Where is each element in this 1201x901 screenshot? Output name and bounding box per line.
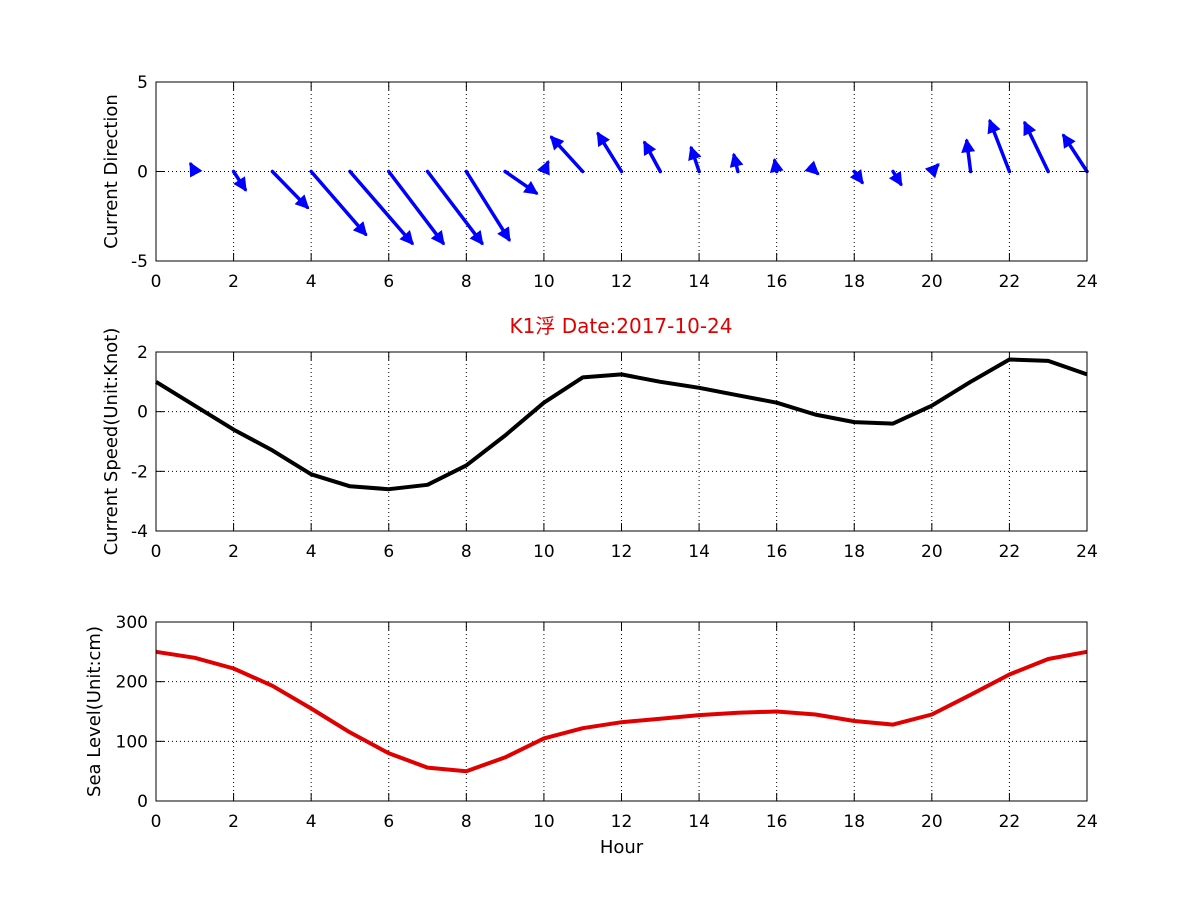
current-direction-arrow [961, 138, 976, 174]
current-speed-xtick-label: 14 [688, 542, 710, 562]
current-speed-xtick-label: 18 [843, 542, 865, 562]
current-direction-arrow [849, 169, 864, 185]
current-direction-arrow [503, 169, 539, 195]
current-direction-arrow [729, 152, 744, 174]
figure-title: K1浮 Date:2017-10-24 [510, 314, 733, 338]
current-speed-ytick-label: -4 [131, 522, 148, 542]
current-speed-xtick-label: 8 [461, 542, 472, 562]
current-direction-arrow [464, 169, 511, 242]
current-direction-ytick-label: 5 [137, 73, 148, 93]
current-direction-xtick-label: 20 [921, 272, 943, 292]
sea-level-xtick-label: 6 [383, 812, 394, 832]
sea-level-xtick-label: 10 [533, 812, 555, 832]
current-direction-arrow [231, 169, 247, 192]
sea-level-xtick-label: 4 [306, 812, 317, 832]
current-speed-xtick-label: 16 [766, 542, 788, 562]
current-direction-ylabel: Current Direction [101, 94, 122, 249]
sea-level-xtick-label: 16 [766, 812, 788, 832]
current-direction-xtick-label: 8 [461, 272, 472, 292]
current-direction-arrow [987, 118, 1012, 174]
current-direction-xtick-label: 16 [766, 272, 788, 292]
current-speed-xtick-label: 22 [999, 542, 1021, 562]
sea-level-xtick-label: 0 [151, 812, 162, 832]
current-direction-arrow [536, 159, 550, 176]
current-direction-arrow [1023, 120, 1050, 174]
current-direction-arrow [688, 145, 702, 174]
sea-level-xtick-label: 22 [999, 812, 1021, 832]
sea-level-xtick-label: 18 [843, 812, 865, 832]
sea-level-ytick-label: 0 [137, 792, 148, 812]
current-direction-arrow [549, 135, 585, 174]
current-speed-xtick-label: 10 [533, 542, 555, 562]
current-direction-arrows [189, 118, 1089, 246]
sea-level-xtick-label: 8 [461, 812, 472, 832]
current-direction-arrow [643, 140, 663, 174]
current-direction-xtick-label: 22 [999, 272, 1021, 292]
current-direction-ytick-label: 0 [137, 163, 148, 183]
sea-level-ytick-label: 300 [116, 613, 148, 633]
sea-level-ytick-label: 100 [116, 732, 148, 752]
current-direction-arrow [189, 161, 203, 178]
current-direction-arrow [924, 163, 940, 179]
sea-level-xtick-label: 14 [688, 812, 710, 832]
current-direction-xtick-label: 18 [843, 272, 865, 292]
current-speed-ytick-label: -2 [131, 462, 148, 482]
current-direction-xtick-label: 24 [1076, 272, 1098, 292]
current-speed-ytick-label: 2 [137, 343, 148, 363]
current-direction-xtick-label: 0 [151, 272, 162, 292]
current-direction-xtick-label: 10 [533, 272, 555, 292]
current-direction-arrow [1061, 133, 1089, 174]
current-direction-xtick-label: 4 [306, 272, 317, 292]
current-direction-ytick-label: -5 [131, 252, 148, 272]
sea-level-ylabel: Sea Level(Unit:cm) [84, 626, 105, 797]
current-direction-arrow [888, 169, 903, 187]
current-direction-xtick-label: 2 [228, 272, 239, 292]
current-direction-arrow [804, 160, 820, 176]
current-direction-xtick-label: 14 [688, 272, 710, 292]
current-speed-ylabel: Current Speed(Unit:Knot) [101, 328, 122, 556]
current-speed-xtick-label: 0 [151, 542, 162, 562]
sea-level-xtick-label: 24 [1076, 812, 1098, 832]
current-speed-xtick-label: 4 [306, 542, 317, 562]
sea-level-xtick-label: 2 [228, 812, 239, 832]
current-direction-arrow [596, 131, 624, 174]
sea-level-grid [156, 622, 1087, 801]
current-direction-xtick-label: 6 [383, 272, 394, 292]
current-speed-xtick-label: 6 [383, 542, 394, 562]
current-speed-xtick-label: 20 [921, 542, 943, 562]
current-direction-arrow [425, 169, 484, 246]
current-direction-arrow [270, 169, 310, 210]
sea-level-series-line [155, 649, 1088, 774]
sea-level-xtick-label: 20 [921, 812, 943, 832]
current-direction-arrow [348, 169, 414, 246]
current-speed-grid [156, 352, 1087, 531]
current-direction-arrow [769, 158, 784, 174]
current-speed-xtick-label: 12 [611, 542, 633, 562]
current-direction-arrow [309, 169, 368, 237]
sea-level-xtick-label: 12 [611, 812, 633, 832]
current-direction-xtick-label: 12 [611, 272, 633, 292]
sea-level-xlabel: Hour [600, 837, 644, 858]
sea-level-ytick-label: 200 [116, 673, 148, 693]
current-speed-xtick-label: 2 [228, 542, 239, 562]
current-direction-arrow [387, 169, 445, 246]
current-speed-ytick-label: 0 [137, 403, 148, 423]
sea-level-line [155, 649, 1088, 774]
current-speed-xtick-label: 24 [1076, 542, 1098, 562]
